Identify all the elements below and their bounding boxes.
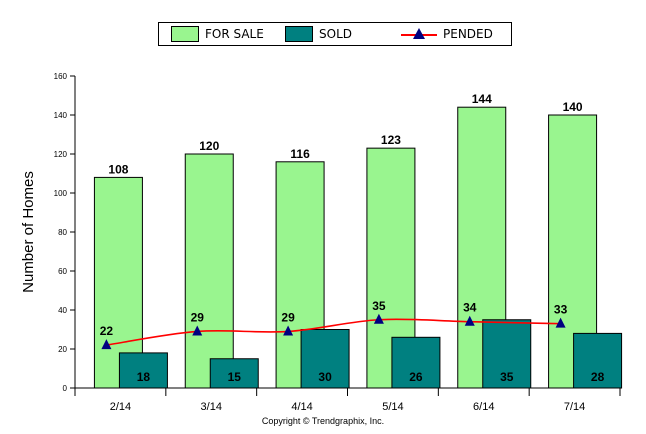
legend-label-pended: PENDED xyxy=(443,27,493,41)
x-tick-label: 3/14 xyxy=(201,401,222,413)
pended-marker-icon xyxy=(283,325,294,336)
legend-item-for-sale: FOR SALE xyxy=(171,26,264,42)
pended-data-label: 34 xyxy=(463,301,477,315)
y-tick-label: 100 xyxy=(54,189,68,198)
legend-label-for-sale: FOR SALE xyxy=(205,27,264,41)
sold-data-label: 28 xyxy=(591,370,605,384)
y-tick-label: 140 xyxy=(54,111,68,120)
pended-data-label: 29 xyxy=(281,310,295,324)
for-sale-data-label: 123 xyxy=(381,133,401,147)
pended-marker-icon xyxy=(373,313,384,324)
for-sale-swatch xyxy=(171,26,199,42)
legend: FOR SALE SOLD PENDED xyxy=(158,22,512,46)
copyright-text: Copyright © Trendgraphix, Inc. xyxy=(261,416,385,426)
x-tick-label: 2/14 xyxy=(110,401,131,413)
legend-item-sold: SOLD xyxy=(285,26,352,42)
pended-data-label: 33 xyxy=(554,303,568,317)
x-tick-label: 6/14 xyxy=(473,401,494,413)
pended-data-label: 29 xyxy=(191,310,205,324)
sold-data-label: 30 xyxy=(318,370,332,384)
x-tick-label: 7/14 xyxy=(564,401,585,413)
y-axis-label: Number of Homes xyxy=(20,171,37,293)
for-sale-data-label: 140 xyxy=(563,100,583,114)
pended-marker-icon xyxy=(101,339,112,350)
sold-bar xyxy=(209,358,259,389)
pended-data-label: 35 xyxy=(372,299,386,313)
sold-bar xyxy=(482,319,532,389)
y-tick-label: 160 xyxy=(54,72,68,81)
pended-marker-icon xyxy=(464,315,475,326)
for-sale-bar xyxy=(184,153,234,389)
pended-marker-icon xyxy=(192,325,203,336)
y-tick-label: 120 xyxy=(54,150,68,159)
for-sale-data-label: 144 xyxy=(472,92,492,106)
pended-data-label: 22 xyxy=(100,324,114,338)
sold-bar xyxy=(573,332,623,389)
x-tick-label: 4/14 xyxy=(291,401,312,413)
legend-label-sold: SOLD xyxy=(319,27,352,41)
pended-line-marker-icon xyxy=(401,28,437,39)
for-sale-data-label: 116 xyxy=(290,147,310,161)
y-tick-label: 60 xyxy=(58,267,67,276)
sold-swatch xyxy=(285,26,313,42)
sold-data-label: 35 xyxy=(500,370,514,384)
for-sale-data-label: 120 xyxy=(199,139,219,153)
x-tick-label: 5/14 xyxy=(382,401,403,413)
y-tick-label: 20 xyxy=(58,345,67,354)
sold-data-label: 18 xyxy=(137,370,151,384)
y-tick-label: 80 xyxy=(58,228,67,237)
legend-item-pended: PENDED xyxy=(401,26,493,42)
sold-bar xyxy=(118,352,168,389)
y-tick-label: 40 xyxy=(58,306,67,315)
y-tick-label: 0 xyxy=(63,384,68,393)
sold-bar xyxy=(300,329,350,389)
pended-marker-icon xyxy=(555,317,566,328)
pended-line xyxy=(106,318,561,346)
sold-data-label: 26 xyxy=(409,370,423,384)
sold-data-label: 15 xyxy=(228,370,242,384)
sold-bar xyxy=(391,336,441,389)
for-sale-data-label: 108 xyxy=(108,162,128,176)
